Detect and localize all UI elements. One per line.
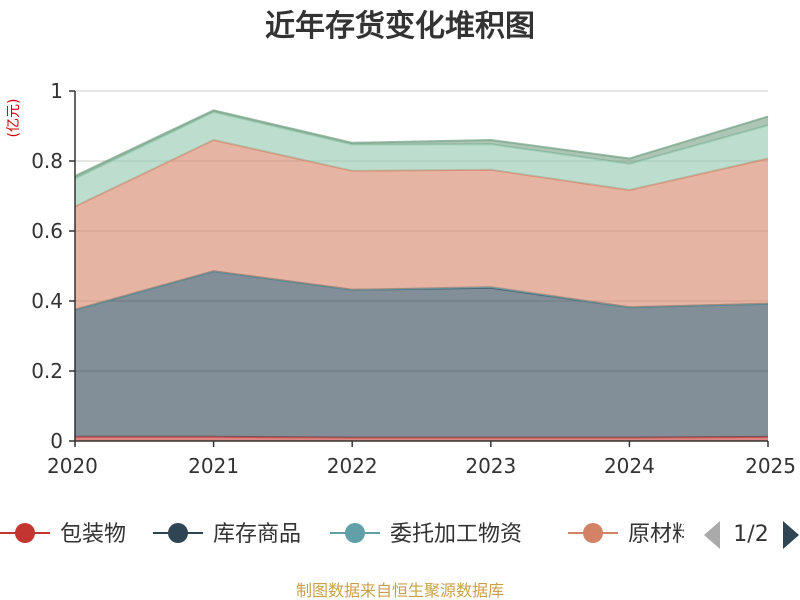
legend-marker bbox=[168, 523, 188, 543]
legend-marker bbox=[345, 523, 365, 543]
x-tick-label: 2020 bbox=[47, 454, 98, 478]
x-tick-label: 2025 bbox=[745, 454, 796, 478]
legend-label: 委托加工物资 bbox=[390, 522, 522, 547]
legend-item-1[interactable]: 库存商品 bbox=[153, 522, 301, 547]
area-series-3 bbox=[75, 140, 768, 310]
x-tick-label: 2023 bbox=[465, 454, 516, 478]
y-tick-label: 0.6 bbox=[31, 219, 63, 243]
legend-item-0[interactable]: 包装物 bbox=[0, 522, 126, 547]
y-tick-label: 1 bbox=[50, 79, 63, 103]
y-unit-label: (亿元) bbox=[6, 99, 22, 138]
y-tick-label: 0.8 bbox=[31, 149, 63, 173]
legend-item-2[interactable]: 委托加工物资 bbox=[330, 522, 522, 547]
x-tick-label: 2021 bbox=[188, 454, 239, 478]
legend-next-icon[interactable] bbox=[783, 521, 799, 549]
legend-label: 原材料 bbox=[628, 522, 694, 547]
y-tick-label: 0.4 bbox=[31, 289, 63, 313]
legend-label: 包装物 bbox=[60, 522, 126, 547]
area-series-1 bbox=[75, 271, 768, 438]
area-series-4 bbox=[75, 112, 768, 207]
axes: 0 0.2 0.4 0.6 0.8 1 2020 2021 2022 2023 2024 2025 bbox=[31, 79, 796, 478]
x-tick-label: 2022 bbox=[327, 454, 378, 478]
y-tick-label: 0 bbox=[50, 429, 63, 453]
legend-label: 库存商品 bbox=[213, 522, 301, 547]
legend: 包装物 库存商品 委托加工物资 原材料 1/2 bbox=[0, 521, 799, 549]
legend-marker bbox=[15, 523, 35, 543]
area-series-5 bbox=[75, 110, 768, 179]
footer-source: 制图数据来自恒生聚源数据库 bbox=[296, 581, 504, 600]
line-series-5 bbox=[74, 109, 769, 177]
chart-title: 近年存货变化堆积图 bbox=[265, 9, 535, 44]
plot-area bbox=[74, 109, 769, 441]
legend-prev-icon[interactable] bbox=[704, 521, 720, 549]
legend-page-indicator: 1/2 bbox=[733, 522, 768, 547]
x-tick-label: 2024 bbox=[604, 454, 655, 478]
y-tick-label: 0.2 bbox=[31, 359, 63, 383]
legend-item-3[interactable]: 原材料 bbox=[568, 522, 694, 547]
legend-marker bbox=[583, 523, 603, 543]
